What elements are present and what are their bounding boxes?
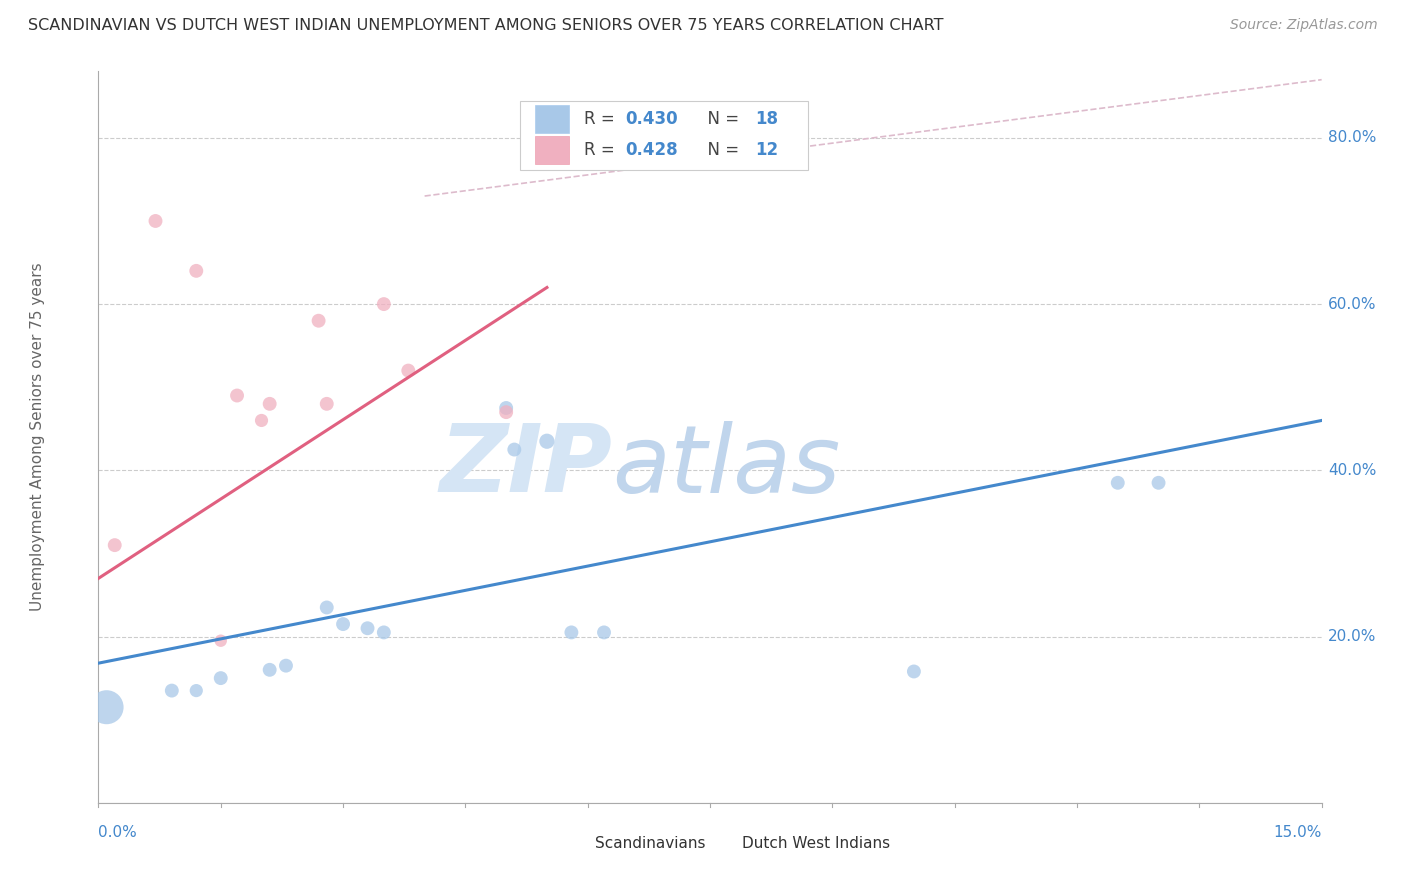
Point — [373, 625, 395, 640]
Point — [560, 625, 582, 640]
Text: 60.0%: 60.0% — [1327, 297, 1376, 311]
Point — [1147, 475, 1170, 490]
Text: ZIP: ZIP — [439, 420, 612, 512]
Text: 20.0%: 20.0% — [1327, 629, 1376, 644]
Point — [903, 665, 925, 679]
Point — [308, 314, 330, 328]
Text: atlas: atlas — [612, 421, 841, 512]
Text: Unemployment Among Seniors over 75 years: Unemployment Among Seniors over 75 years — [30, 263, 45, 611]
Point — [250, 413, 273, 427]
Point — [536, 434, 558, 449]
Point — [373, 297, 395, 311]
FancyBboxPatch shape — [536, 105, 569, 133]
Point — [396, 363, 419, 377]
Point — [226, 388, 249, 402]
Point — [495, 405, 517, 419]
Text: 0.428: 0.428 — [626, 141, 678, 160]
Text: R =: R = — [583, 141, 620, 160]
Point — [104, 538, 127, 552]
Point — [315, 600, 337, 615]
Text: 40.0%: 40.0% — [1327, 463, 1376, 478]
Point — [259, 663, 281, 677]
FancyBboxPatch shape — [704, 835, 735, 851]
Text: 0.430: 0.430 — [626, 110, 678, 128]
Point — [503, 442, 526, 457]
Point — [593, 625, 616, 640]
Text: Scandinavians: Scandinavians — [595, 836, 706, 851]
Point — [495, 401, 517, 415]
Text: 12: 12 — [755, 141, 779, 160]
Point — [259, 397, 281, 411]
Text: 80.0%: 80.0% — [1327, 130, 1376, 145]
Text: R =: R = — [583, 110, 620, 128]
Point — [145, 214, 167, 228]
Text: 18: 18 — [755, 110, 779, 128]
Point — [274, 658, 297, 673]
Text: 15.0%: 15.0% — [1274, 825, 1322, 839]
Point — [96, 700, 118, 714]
Point — [356, 621, 378, 635]
Point — [315, 397, 337, 411]
Text: 0.0%: 0.0% — [98, 825, 138, 839]
Point — [209, 671, 232, 685]
Point — [1107, 475, 1129, 490]
Point — [186, 683, 208, 698]
Text: Dutch West Indians: Dutch West Indians — [742, 836, 890, 851]
Point — [209, 633, 232, 648]
Text: Source: ZipAtlas.com: Source: ZipAtlas.com — [1230, 18, 1378, 32]
Text: N =: N = — [696, 141, 744, 160]
Point — [160, 683, 183, 698]
FancyBboxPatch shape — [520, 101, 808, 170]
Point — [332, 617, 354, 632]
FancyBboxPatch shape — [536, 136, 569, 164]
FancyBboxPatch shape — [557, 835, 589, 851]
Text: N =: N = — [696, 110, 744, 128]
Point — [186, 264, 208, 278]
Text: SCANDINAVIAN VS DUTCH WEST INDIAN UNEMPLOYMENT AMONG SENIORS OVER 75 YEARS CORRE: SCANDINAVIAN VS DUTCH WEST INDIAN UNEMPL… — [28, 18, 943, 33]
